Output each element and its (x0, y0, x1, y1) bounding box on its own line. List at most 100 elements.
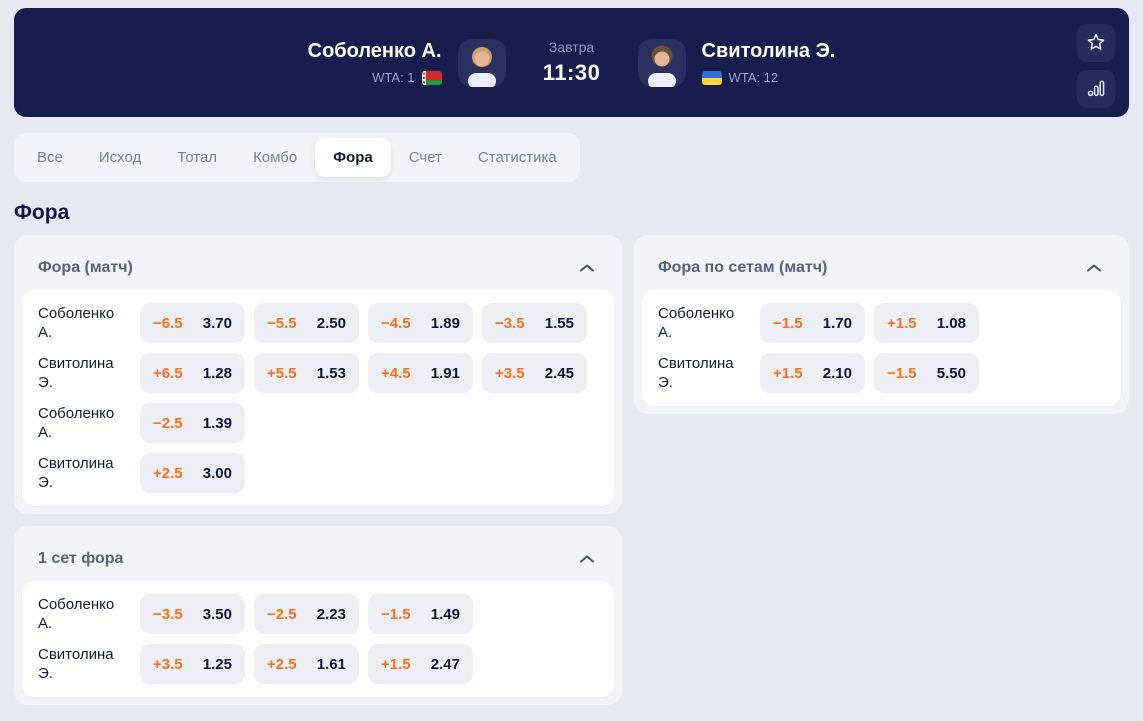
player-label: Соболенко А. (658, 304, 735, 342)
handicap-value: −2.5 (267, 605, 297, 623)
player-label: Свитолина Э. (38, 645, 114, 683)
odds-value: 2.23 (316, 605, 346, 623)
tab-statistics[interactable]: Статистика (460, 138, 575, 177)
collapse-button[interactable] (1083, 256, 1105, 279)
page-title: Фора (14, 201, 70, 224)
market-card-header[interactable]: Фора (матч) (22, 243, 614, 290)
collapse-button[interactable] (576, 547, 598, 570)
odds-list: −3.5 3.50 −2.5 2.23 −1.5 1.49 (140, 594, 473, 634)
odds-value: 5.50 (936, 364, 966, 382)
odds-button[interactable]: −4.5 1.89 (368, 303, 473, 343)
market-row: Соболенко А. −3.5 3.50 −2.5 2.23 −1.5 1. (38, 589, 598, 639)
market-card-title: 1 сет фора (38, 549, 124, 567)
odds-button[interactable]: +3.5 1.25 (140, 644, 245, 684)
odds-button[interactable]: −2.5 1.39 (140, 403, 245, 443)
odds-value: 1.61 (316, 655, 346, 673)
odds-value: 2.47 (430, 655, 460, 673)
odds-value: 1.25 (202, 655, 232, 673)
player-label: Соболенко А. (38, 595, 115, 633)
match-time-block: Завтра 11:30 (506, 39, 638, 86)
odds-value: 2.10 (822, 364, 852, 382)
market-row: Соболенко А. −1.5 1.70 +1.5 1.08 (658, 298, 1105, 348)
market-row: Свитолина Э. +3.5 1.25 +2.5 1.61 +1.5 2. (38, 639, 598, 689)
tab-all[interactable]: Все (19, 138, 81, 177)
tab-outcome[interactable]: Исход (81, 138, 159, 177)
odds-list: +6.5 1.28 +5.5 1.53 +4.5 1.91 +3.5 (140, 353, 587, 393)
match-time: 11:30 (542, 60, 601, 85)
handicap-value: +2.5 (153, 464, 183, 482)
match-info: Соболенко А. WTA: 1 (307, 38, 836, 87)
odds-button[interactable]: −1.5 1.49 (368, 594, 473, 634)
tab-handicap[interactable]: Фора (315, 138, 391, 177)
odds-list: +2.5 3.00 (140, 453, 245, 493)
odds-value: 1.28 (202, 364, 232, 382)
market-card-set1-handicap: 1 сет фора Соболенко А. −3.5 3.50 (14, 526, 622, 705)
favorite-button[interactable] (1077, 24, 1115, 62)
market-card-header[interactable]: 1 сет фора (22, 534, 614, 581)
odds-button[interactable]: +1.5 2.47 (368, 644, 473, 684)
odds-button[interactable]: +5.5 1.53 (254, 353, 359, 393)
odds-value: 1.08 (936, 314, 966, 332)
odds-button[interactable]: +1.5 1.08 (874, 303, 979, 343)
odds-value: 1.49 (430, 605, 460, 623)
chevron-up-icon (580, 260, 594, 275)
player2-name: Свитолина Э. (701, 40, 836, 62)
player-label: Соболенко А. (38, 404, 115, 442)
odds-button[interactable]: −1.5 1.70 (760, 303, 865, 343)
market-row: Соболенко А. −6.5 3.70 −5.5 2.50 −4.5 1. (38, 298, 598, 348)
odds-list: +1.5 2.10 −1.5 5.50 (760, 353, 979, 393)
player-label: Соболенко А. (38, 304, 115, 342)
odds-button[interactable]: +2.5 1.61 (254, 644, 359, 684)
handicap-value: +1.5 (773, 364, 803, 382)
odds-button[interactable]: −5.5 2.50 (254, 303, 359, 343)
handicap-value: +1.5 (381, 655, 411, 673)
markets-area: Фора (матч) Соболенко А. −6.5 3.70 (14, 235, 1129, 705)
handicap-value: +1.5 (887, 314, 917, 332)
odds-list: −1.5 1.70 +1.5 1.08 (760, 303, 979, 343)
player1-rank-label: WTA: 1 (372, 70, 415, 85)
player1-name: Соболенко А. (307, 40, 442, 62)
odds-value: 1.91 (430, 364, 460, 382)
handicap-value: −3.5 (495, 314, 525, 332)
odds-list: −6.5 3.70 −5.5 2.50 −4.5 1.89 −3.5 (140, 303, 587, 343)
market-card-header[interactable]: Фора по сетам (матч) (642, 243, 1121, 290)
player-label: Свитолина Э. (38, 454, 114, 492)
player1-avatar (457, 38, 506, 87)
handicap-value: +6.5 (153, 364, 183, 382)
odds-button[interactable]: −6.5 3.70 (140, 303, 245, 343)
handicap-value: +4.5 (381, 364, 411, 382)
odds-button[interactable]: −3.5 3.50 (140, 594, 245, 634)
odds-value: 1.39 (202, 414, 232, 432)
player2-rank: WTA: 12 (701, 70, 836, 85)
odds-button[interactable]: +1.5 2.10 (760, 353, 865, 393)
match-header: Соболенко А. WTA: 1 (14, 8, 1129, 117)
odds-button[interactable]: −2.5 2.23 (254, 594, 359, 634)
odds-list: −2.5 1.39 (140, 403, 245, 443)
handicap-value: −1.5 (887, 364, 917, 382)
market-row: Свитолина Э. +6.5 1.28 +5.5 1.53 +4.5 1. (38, 348, 598, 398)
handicap-value: +2.5 (267, 655, 297, 673)
odds-value: 1.55 (544, 314, 574, 332)
player2-block: Свитолина Э. WTA: 12 (701, 40, 836, 85)
tab-combo[interactable]: Комбо (235, 138, 315, 177)
tab-total[interactable]: Тотал (159, 138, 235, 177)
odds-value: 3.70 (202, 314, 232, 332)
collapse-button[interactable] (576, 256, 598, 279)
odds-value: 1.53 (316, 364, 346, 382)
stats-button[interactable] (1077, 70, 1115, 108)
tab-score[interactable]: Счет (391, 138, 460, 177)
player-label: Свитолина Э. (38, 354, 114, 392)
odds-button[interactable]: +6.5 1.28 (140, 353, 245, 393)
odds-button[interactable]: +2.5 3.00 (140, 453, 245, 493)
odds-value: 1.70 (822, 314, 852, 332)
market-row: Соболенко А. −2.5 1.39 (38, 398, 598, 448)
handicap-value: −3.5 (153, 605, 183, 623)
odds-button[interactable]: +4.5 1.91 (368, 353, 473, 393)
market-row: Свитолина Э. +2.5 3.00 (38, 448, 598, 498)
odds-button[interactable]: −3.5 1.55 (482, 303, 587, 343)
handicap-value: +3.5 (495, 364, 525, 382)
handicap-value: −5.5 (267, 314, 297, 332)
odds-button[interactable]: −1.5 5.50 (874, 353, 979, 393)
chevron-up-icon (1087, 260, 1101, 275)
odds-button[interactable]: +3.5 2.45 (482, 353, 587, 393)
